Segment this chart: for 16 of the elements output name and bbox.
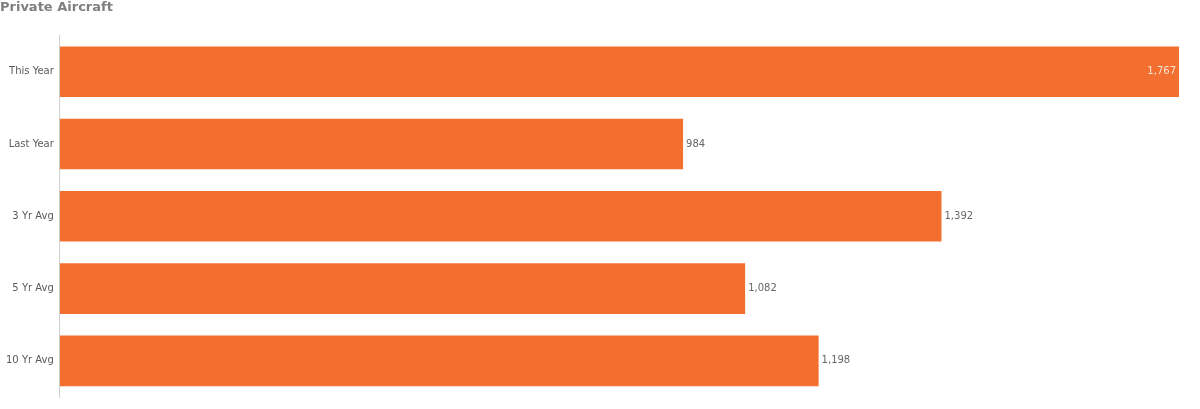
data-label: 1,392 xyxy=(944,209,974,221)
y-tick-label: 5 Yr Avg xyxy=(12,282,54,294)
y-tick-label: Last Year xyxy=(8,137,55,149)
bar xyxy=(59,335,819,387)
data-label: 1,198 xyxy=(821,354,851,366)
bar xyxy=(59,118,684,170)
data-label: 984 xyxy=(686,137,706,149)
bar xyxy=(59,46,1179,98)
y-tick-label: This Year xyxy=(8,65,55,77)
data-label: 1,767 xyxy=(1147,65,1176,77)
bar xyxy=(59,263,746,314)
data-label: 1,082 xyxy=(748,282,777,294)
y-tick-label: 3 Yr Avg xyxy=(12,209,54,221)
bar xyxy=(59,191,942,242)
y-tick-label: 10 Yr Avg xyxy=(5,354,54,366)
chart-title: Private Aircraft xyxy=(0,0,113,15)
